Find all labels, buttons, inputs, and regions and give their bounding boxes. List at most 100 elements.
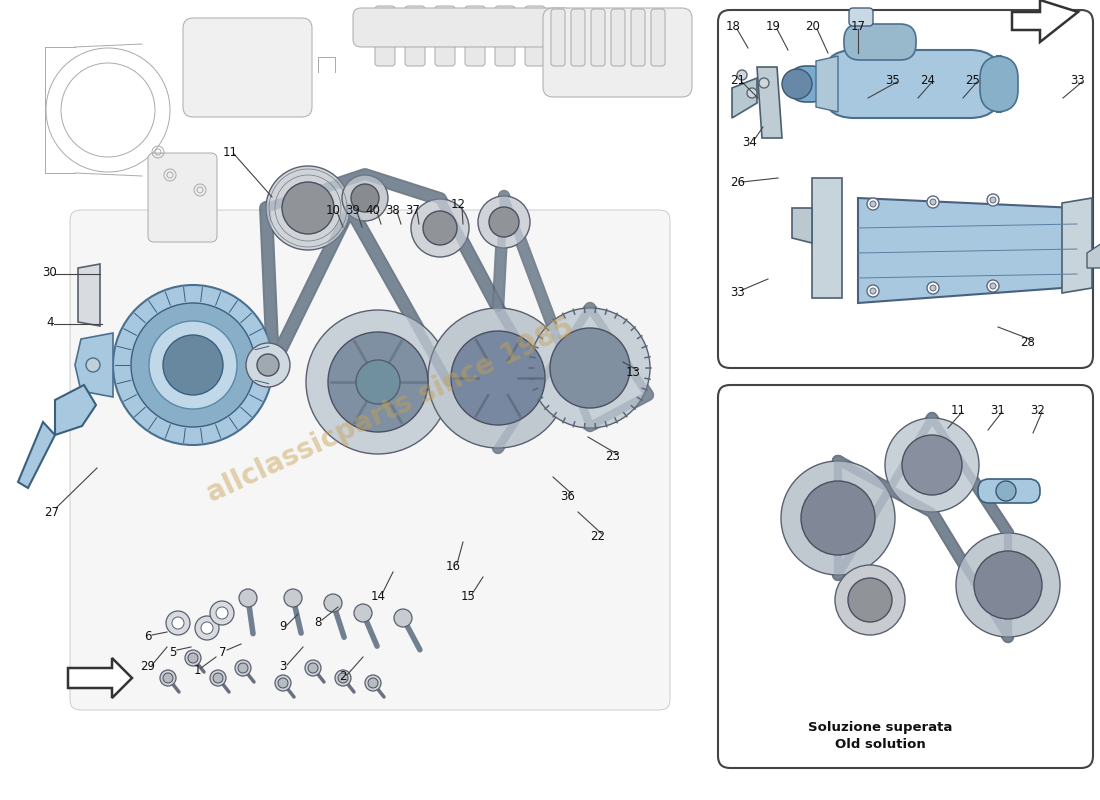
FancyBboxPatch shape (405, 6, 425, 66)
Text: 16: 16 (446, 561, 461, 574)
Circle shape (305, 660, 321, 676)
Circle shape (163, 335, 223, 395)
Circle shape (86, 358, 100, 372)
Polygon shape (1012, 0, 1078, 42)
Text: 27: 27 (44, 506, 59, 518)
Polygon shape (732, 78, 757, 118)
Circle shape (927, 196, 939, 208)
Circle shape (368, 678, 378, 688)
FancyBboxPatch shape (543, 8, 692, 97)
Circle shape (278, 678, 288, 688)
Circle shape (990, 197, 996, 203)
Polygon shape (55, 385, 96, 435)
Circle shape (835, 565, 905, 635)
Circle shape (394, 609, 412, 627)
Text: Soluzione superata: Soluzione superata (807, 721, 953, 734)
FancyBboxPatch shape (978, 479, 1040, 503)
Circle shape (308, 663, 318, 673)
Text: 32: 32 (1031, 403, 1045, 417)
FancyBboxPatch shape (571, 9, 585, 66)
FancyBboxPatch shape (718, 385, 1093, 768)
FancyBboxPatch shape (495, 6, 515, 66)
Circle shape (451, 331, 544, 425)
Circle shape (550, 328, 630, 408)
Circle shape (216, 607, 228, 619)
Circle shape (428, 308, 568, 448)
Circle shape (782, 69, 812, 99)
Polygon shape (858, 198, 1077, 303)
Polygon shape (792, 208, 812, 243)
Text: 24: 24 (921, 74, 935, 86)
Circle shape (974, 551, 1042, 619)
Polygon shape (68, 658, 132, 698)
Circle shape (210, 670, 225, 686)
Polygon shape (812, 178, 842, 298)
Text: 10: 10 (326, 203, 340, 217)
FancyBboxPatch shape (551, 9, 565, 66)
Circle shape (356, 360, 400, 404)
Polygon shape (75, 333, 113, 397)
FancyBboxPatch shape (718, 10, 1093, 368)
Circle shape (867, 198, 879, 210)
FancyBboxPatch shape (844, 24, 916, 60)
Circle shape (365, 675, 381, 691)
Circle shape (987, 194, 999, 206)
Circle shape (210, 601, 234, 625)
Circle shape (902, 435, 962, 495)
FancyBboxPatch shape (353, 8, 572, 47)
Text: 33: 33 (730, 286, 746, 298)
Circle shape (185, 650, 201, 666)
Text: 38: 38 (386, 203, 400, 217)
Polygon shape (78, 264, 100, 326)
Text: 34: 34 (742, 135, 758, 149)
Text: 30: 30 (43, 266, 57, 278)
Polygon shape (18, 422, 55, 488)
Text: 40: 40 (365, 203, 381, 217)
Text: 3: 3 (279, 661, 287, 674)
Circle shape (747, 88, 757, 98)
Text: 9: 9 (279, 621, 287, 634)
FancyBboxPatch shape (790, 66, 827, 102)
FancyBboxPatch shape (434, 6, 455, 66)
FancyBboxPatch shape (525, 6, 544, 66)
Text: 5: 5 (169, 646, 177, 658)
FancyBboxPatch shape (148, 153, 217, 242)
Text: 6: 6 (144, 630, 152, 643)
Circle shape (275, 675, 292, 691)
Circle shape (424, 211, 456, 245)
Text: 26: 26 (730, 175, 746, 189)
Circle shape (148, 321, 236, 409)
Text: 8: 8 (315, 615, 321, 629)
Text: 25: 25 (966, 74, 980, 86)
Circle shape (238, 663, 248, 673)
Circle shape (195, 616, 219, 640)
Text: 14: 14 (371, 590, 385, 603)
Text: 13: 13 (626, 366, 640, 378)
Circle shape (328, 332, 428, 432)
Circle shape (870, 288, 876, 294)
Text: 37: 37 (406, 203, 420, 217)
FancyBboxPatch shape (591, 9, 605, 66)
Circle shape (213, 673, 223, 683)
Circle shape (246, 343, 290, 387)
Circle shape (160, 670, 176, 686)
Circle shape (870, 201, 876, 207)
Polygon shape (1062, 198, 1092, 293)
Circle shape (886, 418, 979, 512)
Circle shape (188, 653, 198, 663)
Circle shape (987, 280, 999, 292)
Circle shape (848, 578, 892, 622)
FancyBboxPatch shape (980, 56, 1018, 112)
Circle shape (239, 589, 257, 607)
FancyBboxPatch shape (70, 210, 670, 710)
Circle shape (867, 285, 879, 297)
Circle shape (530, 308, 650, 428)
Circle shape (338, 673, 348, 683)
Text: allclassicparts since 1985: allclassicparts since 1985 (202, 312, 579, 508)
Circle shape (351, 184, 380, 212)
Text: 19: 19 (766, 21, 781, 34)
Text: 12: 12 (451, 198, 465, 211)
Polygon shape (816, 56, 838, 112)
Text: 7: 7 (219, 646, 227, 658)
Circle shape (172, 617, 184, 629)
